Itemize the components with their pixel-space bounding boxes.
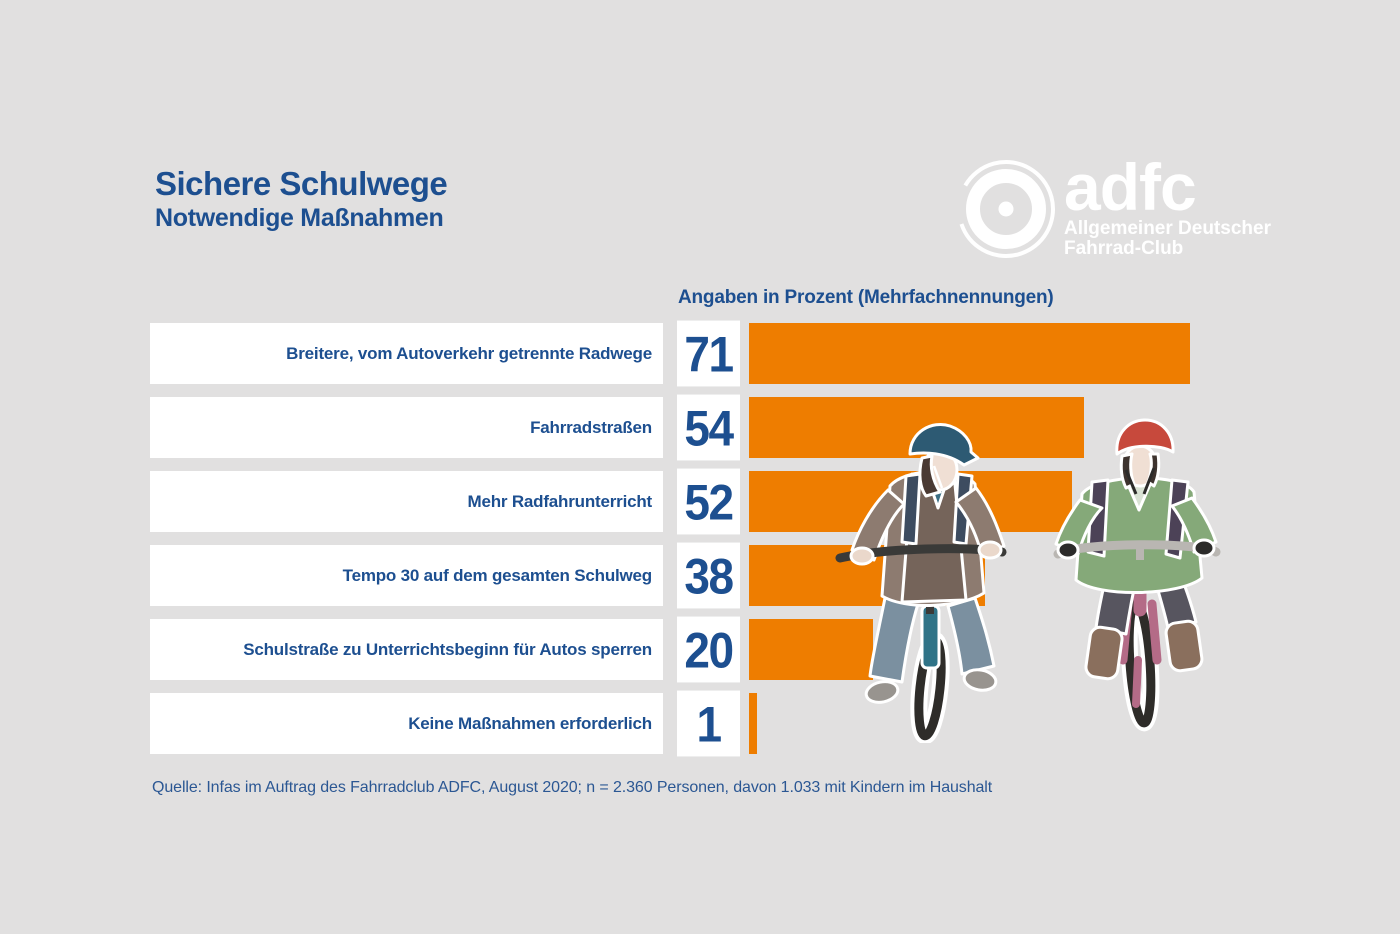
left-bike-frame — [920, 604, 941, 670]
logo-org-line1: Allgemeiner Deutscher — [1064, 218, 1271, 239]
right-child-glove — [1056, 540, 1080, 560]
bar — [749, 619, 873, 680]
left-child-arm — [850, 488, 906, 562]
chart-units-label: Angaben in Prozent (Mehrfachnennungen) — [678, 287, 1054, 308]
left-child-shoe — [962, 668, 998, 692]
bar-chart: Breitere, vom Autoverkehr getrennte Radw… — [150, 320, 1190, 767]
category-label: Mehr Radfahrunterricht — [150, 471, 663, 532]
category-label: Keine Maßnahmen erforderlich — [150, 693, 663, 754]
logo-org-line2: Fahrrad-Club — [1064, 238, 1184, 259]
bicycle-wheel-icon — [956, 160, 1055, 258]
category-label: Breitere, vom Autoverkehr getrennte Radw… — [150, 323, 663, 384]
left-child-hand — [977, 540, 1003, 560]
left-child-shoe — [864, 680, 900, 704]
chart-row: Schulstraße zu Unterrichtsbeginn für Aut… — [150, 616, 1190, 683]
right-child-boot — [1164, 619, 1204, 673]
category-label: Fahrradstraßen — [150, 397, 663, 458]
value-label: 54 — [677, 394, 740, 461]
source-note: Quelle: Infas im Auftrag des Fahrradclub… — [152, 779, 993, 796]
chart-row: Keine Maßnahmen erforderlich 1 — [150, 690, 1190, 757]
chart-row: Mehr Radfahrunterricht 52 — [150, 468, 1190, 535]
left-child-backpack-strap — [900, 472, 922, 546]
chart-row: Breitere, vom Autoverkehr getrennte Radw… — [150, 320, 1190, 387]
page-title: Sichere Schulwege — [155, 165, 448, 202]
page-subtitle: Notwendige Maßnahmen — [155, 203, 444, 232]
bar — [749, 323, 1190, 384]
right-child-figure — [1053, 418, 1221, 732]
chart-row: Tempo 30 auf dem gesamten Schulweg 38 — [150, 542, 1190, 609]
title-block: Sichere Schulwege Notwendige Maßnahmen — [155, 165, 448, 232]
left-child-leg — [946, 596, 996, 676]
left-child-hand — [849, 546, 875, 566]
left-child-hair — [918, 454, 942, 498]
left-child-figure — [835, 423, 1007, 743]
logo-brand: adfc — [1064, 150, 1197, 224]
logo-org-name: Allgemeiner Deutscher Fahrrad-Club — [1064, 219, 1271, 259]
right-child-backpack-strap — [1164, 478, 1190, 560]
adfc-logo: adfc Allgemeiner Deutscher Fahrrad-Club — [954, 150, 1271, 261]
value-label: 38 — [677, 542, 740, 609]
value-label: 20 — [677, 616, 740, 683]
left-child-leg — [868, 596, 920, 684]
logo-text: adfc Allgemeiner Deutscher Fahrrad-Club — [1064, 150, 1271, 259]
category-label: Schulstraße zu Unterrichtsbeginn für Aut… — [150, 619, 663, 680]
right-child-boot — [1084, 625, 1124, 681]
value-label: 1 — [677, 690, 740, 757]
value-label: 52 — [677, 468, 740, 535]
bar — [749, 693, 757, 754]
right-child-helmet — [1115, 418, 1175, 456]
category-label: Tempo 30 auf dem gesamten Schulweg — [150, 545, 663, 606]
value-label: 71 — [677, 320, 740, 387]
right-child-glove — [1192, 538, 1216, 558]
children-cycling-illustration — [835, 418, 1221, 743]
left-child-helmet — [908, 423, 980, 467]
